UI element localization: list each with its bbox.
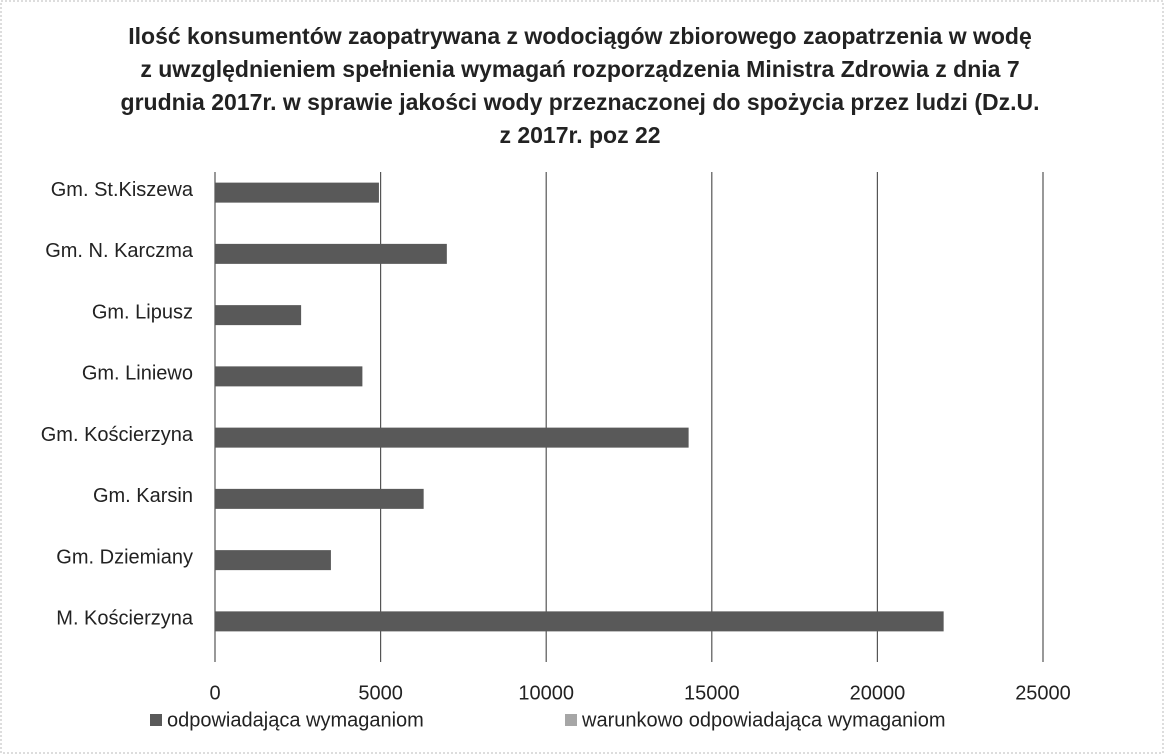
bar: [215, 305, 302, 326]
x-tick-label: 10000: [518, 682, 574, 704]
y-tick-label: Gm. Liniewo: [82, 363, 193, 385]
legend-swatch: [150, 714, 162, 726]
bar: [215, 427, 689, 448]
y-tick-label: M. Kościerzyna: [56, 608, 194, 630]
bar: [215, 611, 944, 632]
legend-swatch: [565, 714, 577, 726]
legend-label: warunkowo odpowiadająca wymaganiom: [581, 709, 946, 731]
bar: [215, 488, 424, 509]
bar: [215, 243, 447, 264]
bar: [215, 366, 363, 387]
legend-label: odpowiadająca wymaganiom: [167, 709, 424, 731]
y-tick-label: Gm. Dziemiany: [56, 546, 193, 568]
x-tick-label: 5000: [358, 682, 403, 704]
x-tick-label: 20000: [850, 682, 906, 704]
bar: [215, 550, 331, 571]
y-tick-label: Gm. Kościerzyna: [41, 424, 194, 446]
x-tick-label: 15000: [684, 682, 740, 704]
chart-title: Ilość konsumentów zaopatrywana z wodocią…: [120, 23, 1040, 148]
bar: [215, 182, 379, 203]
x-tick-label: 0: [209, 682, 220, 704]
y-tick-label: Gm. Karsin: [93, 485, 193, 507]
y-tick-label: Gm. N. Karczma: [45, 240, 194, 262]
x-tick-label: 25000: [1015, 682, 1071, 704]
y-tick-label: Gm. Lipusz: [92, 301, 193, 323]
y-tick-label: Gm. St.Kiszewa: [51, 179, 194, 201]
